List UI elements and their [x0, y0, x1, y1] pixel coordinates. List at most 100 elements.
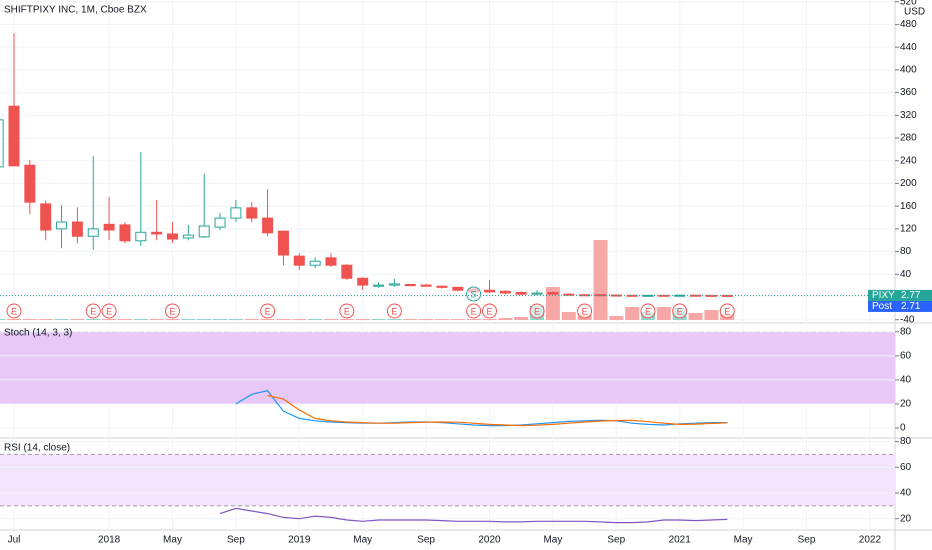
y-tick-label: 0 [900, 423, 906, 434]
volume-bar [704, 310, 719, 320]
price-label-value: 2.77 [901, 290, 921, 301]
event-marker[interactable] [6, 303, 22, 319]
y-tick-label: 120 [900, 224, 917, 235]
candle-body [341, 264, 353, 279]
volume-bar [387, 319, 402, 320]
candle-body [388, 283, 400, 286]
volume-bar [102, 319, 117, 320]
x-tick-label: 2020 [478, 535, 501, 546]
y-tick-label: 80 [900, 436, 912, 447]
event-marker[interactable] [165, 303, 180, 319]
panel-title: RSI (14, close) [4, 443, 70, 454]
event-label: E [90, 306, 96, 316]
candle-body [182, 234, 194, 239]
volume-bar [403, 319, 418, 320]
candle-body [626, 294, 638, 297]
event-marker[interactable] [640, 303, 656, 319]
event-marker[interactable] [529, 303, 545, 319]
candle-body [484, 289, 495, 293]
y-tick-label: 360 [900, 87, 917, 98]
volume-bar [181, 319, 196, 320]
x-tick-label: Jul [8, 535, 21, 546]
event-marker[interactable] [339, 303, 355, 319]
event-marker[interactable] [386, 303, 402, 319]
volume-bar [38, 319, 53, 320]
chart-title: SHIFTPIXY INC, 1M, Cboe BZX [4, 5, 147, 16]
band [0, 454, 895, 506]
volume-bar [419, 319, 434, 320]
volume-bar [688, 313, 703, 320]
candle-body [230, 207, 242, 219]
event-label: E [265, 306, 271, 316]
volume-bar [86, 319, 101, 320]
volume-bar [70, 319, 85, 320]
axis-label: USD [904, 7, 925, 18]
candle-body [71, 221, 83, 237]
event-marker[interactable] [85, 303, 101, 319]
event-label: E [344, 306, 350, 316]
volume-bar [498, 318, 513, 320]
volume-bar [260, 319, 275, 320]
y-tick-label: 40 [900, 375, 912, 386]
event-marker[interactable] [719, 303, 735, 319]
event-marker[interactable] [101, 303, 117, 319]
volume-bar [466, 319, 481, 320]
event-marker[interactable] [482, 303, 497, 319]
volume-bar [228, 319, 243, 320]
volume-bar [197, 319, 212, 320]
y-tick-label: 520 [900, 0, 917, 7]
candle-body [135, 231, 147, 242]
event-label: E [582, 306, 588, 316]
price-label-name: Post [872, 301, 892, 312]
event-marker[interactable] [672, 303, 688, 319]
volume-bar [339, 319, 354, 320]
volume-bar [434, 319, 449, 320]
y-tick-label: 200 [900, 178, 917, 189]
indicator-line [219, 507, 728, 524]
volume-bar [625, 307, 640, 320]
price-label-box [868, 289, 932, 301]
volume-bar [276, 319, 291, 320]
candle-body [547, 291, 559, 295]
candle-body [563, 293, 575, 296]
event-label: E [471, 306, 477, 316]
y-tick-label: 480 [900, 19, 917, 30]
candle-body [24, 164, 36, 203]
event-label: E [486, 306, 492, 316]
volume-bar [133, 319, 148, 320]
candle-body [293, 255, 305, 266]
y-tick-label: 40 [900, 488, 912, 499]
volume-bar [117, 319, 132, 320]
candle-body [0, 119, 4, 168]
y-tick-label: 160 [900, 201, 917, 212]
event-label: E [11, 306, 17, 316]
price-label-name: PIXY [872, 290, 895, 301]
candle-body [103, 223, 115, 231]
event-label: E [391, 306, 397, 316]
volume-bar [609, 316, 624, 320]
y-tick-label: 60 [900, 350, 912, 361]
volume-bar [54, 319, 69, 320]
candle-body [420, 284, 432, 287]
volume-bar [371, 319, 386, 320]
x-tick-label: 2021 [669, 535, 692, 546]
event-marker[interactable] [466, 286, 482, 302]
candle-body [8, 105, 20, 167]
volume-bar [22, 319, 37, 320]
candle-body [404, 284, 416, 287]
y-tick-label: 400 [900, 64, 917, 75]
candle-body [357, 277, 369, 286]
candle-body [373, 284, 385, 287]
event-marker[interactable] [577, 303, 593, 319]
candle-body [87, 228, 99, 237]
volume-bar [450, 319, 465, 320]
candle-body [277, 230, 289, 256]
x-tick-label: May [734, 535, 753, 546]
panel-title: Stoch (14, 3, 3) [4, 328, 72, 339]
event-marker[interactable] [466, 303, 482, 319]
volume-bar [514, 317, 529, 320]
event-marker[interactable] [260, 303, 276, 319]
candle-body [436, 285, 448, 288]
event-label: E [724, 306, 730, 316]
